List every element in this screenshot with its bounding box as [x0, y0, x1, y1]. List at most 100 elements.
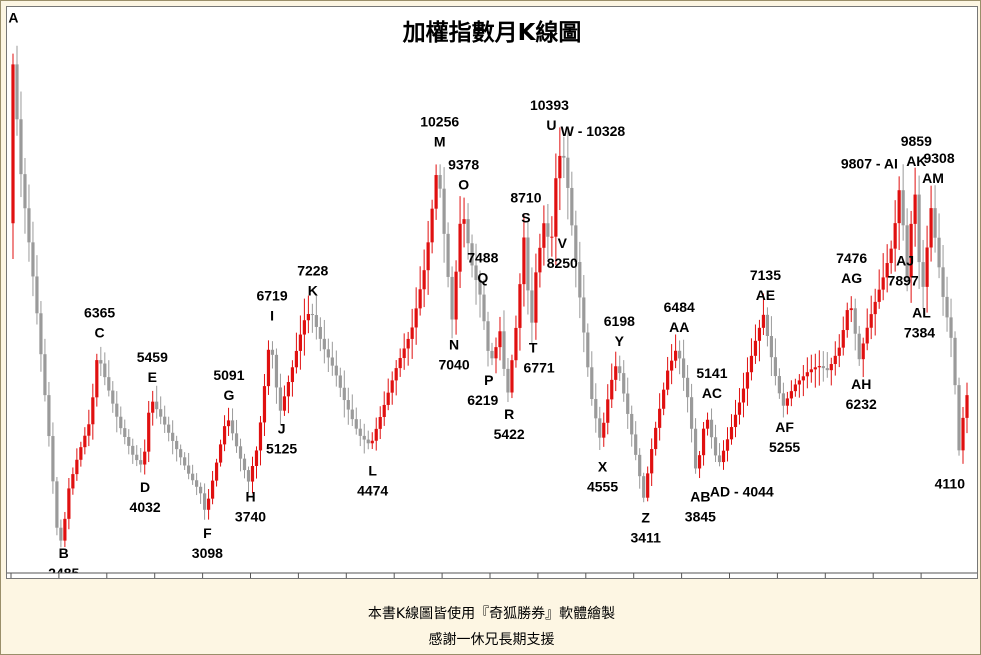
candle-body: [230, 420, 235, 434]
candle-body: [274, 354, 279, 388]
candle-body: [905, 225, 909, 278]
turning-point-label: AE: [756, 287, 775, 303]
turning-point-label: H: [245, 489, 255, 505]
candle-body: [634, 434, 638, 455]
candle-body: [338, 375, 342, 388]
candle-body: [79, 447, 83, 460]
candle-body: [542, 223, 546, 248]
candle-body: [426, 242, 430, 271]
candle-body: [374, 428, 378, 441]
turning-point-label: R: [504, 406, 514, 422]
year-tick-label: 2001: [589, 577, 612, 578]
candle-body: [334, 365, 338, 376]
candle-body: [418, 289, 422, 309]
turning-point-label: F: [203, 525, 212, 541]
candle-body: [610, 379, 614, 400]
candle-body: [678, 350, 682, 359]
candle-body: [889, 248, 893, 264]
turning-point-label: B: [59, 545, 69, 561]
year-tick-label: 2000: [541, 577, 564, 578]
candle-body: [514, 327, 518, 361]
candle-body: [127, 437, 131, 446]
candle-body: [614, 366, 618, 380]
candle-body: [538, 247, 542, 273]
candle-body: [218, 444, 223, 463]
candle-body: [757, 327, 762, 341]
candle-body: [19, 119, 23, 175]
candle-body: [873, 301, 877, 315]
candle-body: [869, 314, 873, 328]
year-tick-label: 1997: [397, 577, 420, 578]
candle-body: [206, 498, 211, 510]
turning-point-label: 7384: [904, 325, 935, 341]
candle-body: [59, 527, 63, 541]
candle-body: [358, 428, 362, 436]
turning-point-label: 5125: [266, 441, 297, 457]
turning-point-label: 4110: [935, 475, 966, 491]
turning-point-label: L: [368, 463, 377, 479]
candle-body: [546, 223, 550, 237]
candle-body: [266, 349, 271, 387]
candle-body: [837, 347, 841, 356]
candle-body: [71, 474, 75, 489]
candle-body: [658, 408, 662, 428]
candle-body: [382, 404, 386, 417]
candle-body: [139, 460, 143, 465]
turning-point-label: 4474: [357, 483, 388, 499]
candle-body: [650, 449, 654, 474]
label-layer: 12682AB24856365CD40325459EF30985091GH374…: [8, 9, 966, 578]
candle-body: [282, 396, 287, 411]
candle-body: [578, 261, 582, 298]
candle-body: [817, 366, 821, 368]
candle-body: [753, 340, 758, 356]
candle-body: [765, 314, 770, 337]
turning-point-label: Z: [641, 510, 650, 526]
candle-body: [865, 327, 869, 344]
candle-body: [406, 338, 410, 349]
year-tick-label: 2003: [685, 577, 708, 578]
candle-body: [574, 225, 578, 262]
candle-body: [470, 243, 474, 266]
candle-body: [183, 457, 187, 466]
candle-body: [398, 358, 402, 369]
year-tick-label: 1992: [158, 577, 181, 578]
candle-body: [83, 435, 87, 448]
candle-body: [590, 367, 594, 399]
candle-body: [350, 409, 354, 420]
candle-body: [598, 418, 602, 438]
turning-point-label: AB: [690, 488, 710, 504]
candle-body: [422, 270, 426, 290]
candle-body: [825, 368, 829, 371]
year-tick-label: 2008: [924, 577, 947, 578]
candle-body: [518, 284, 522, 328]
turning-point-label: AK: [906, 153, 926, 169]
candle-body: [466, 219, 470, 244]
candle-body: [630, 413, 634, 435]
candle-body: [666, 370, 670, 390]
candle-body: [482, 294, 486, 322]
candle-body: [55, 481, 59, 528]
candle-body: [414, 308, 418, 328]
candle-body: [135, 454, 139, 461]
candle-body: [490, 350, 494, 359]
candle-body: [510, 360, 514, 393]
candle-body: [294, 350, 299, 368]
year-tick-label: 1999: [493, 577, 516, 578]
turning-point-label: 5422: [494, 426, 525, 442]
candle-body: [191, 473, 195, 481]
candle-body: [246, 470, 251, 482]
candle-body: [438, 175, 442, 189]
candle-body: [155, 401, 159, 410]
candle-body: [250, 466, 255, 482]
candle-body: [885, 263, 889, 278]
chart-title: 加權指數月K線圖: [402, 20, 582, 46]
candle-body: [234, 433, 239, 447]
candle-body: [622, 373, 626, 394]
candle-body: [773, 357, 778, 377]
candle-layer: [11, 45, 969, 548]
candle-body: [214, 462, 219, 481]
candle-body: [638, 454, 642, 477]
turning-point-label: T: [529, 340, 538, 356]
candle-body: [262, 386, 267, 423]
candle-body: [781, 393, 785, 406]
